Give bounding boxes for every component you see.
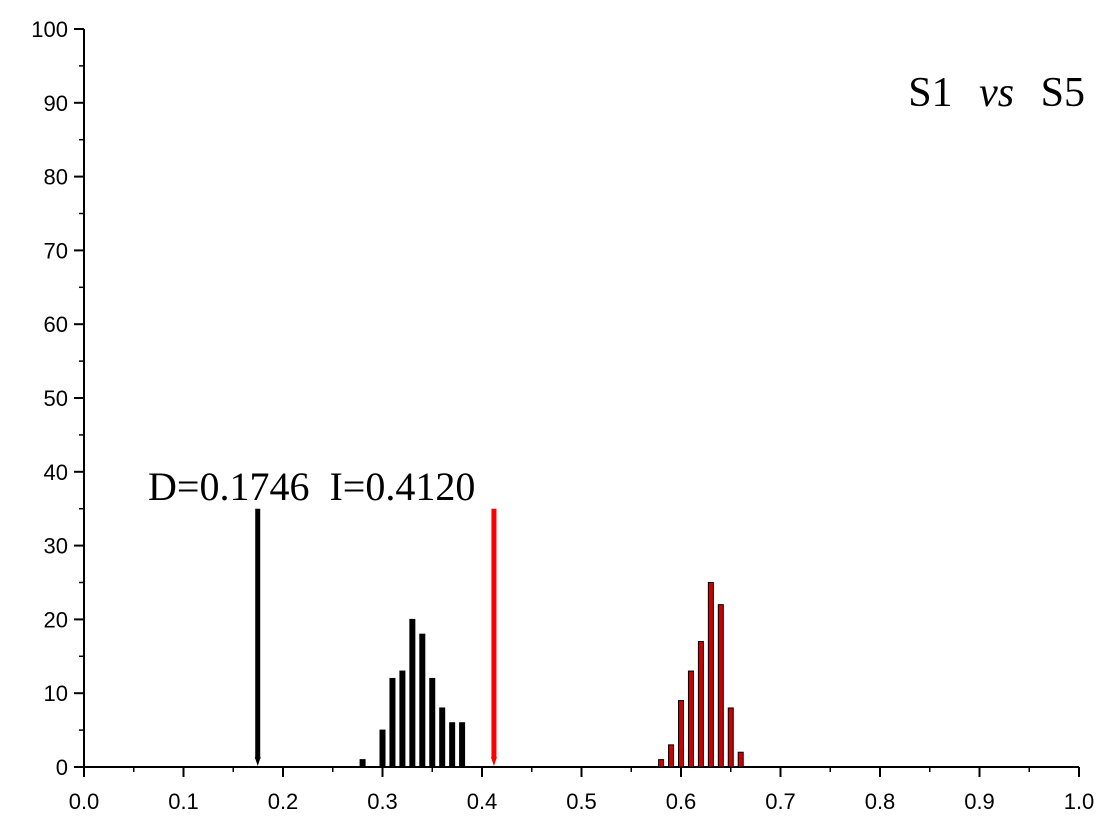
y-tick-label: 30 (44, 534, 68, 559)
x-tick-label: 0.4 (467, 789, 498, 814)
histogram-bar (399, 670, 406, 768)
x-tick-label: 0.8 (865, 789, 896, 814)
annotation-text: D=0.1746 I=0.4120 (148, 464, 475, 509)
x-tick-label: 0.6 (666, 789, 697, 814)
title-part-2: vs (979, 70, 1014, 116)
histogram-bar (449, 722, 456, 768)
histogram-bar (379, 729, 386, 768)
histogram-bar (389, 677, 396, 768)
title-part-3: S5 (1041, 70, 1085, 116)
histogram-bar (668, 744, 675, 768)
y-axis-ticks: 0 10 20 30 40 50 60 70 80 90 100 (31, 17, 84, 780)
x-tick-label: 0.2 (268, 789, 299, 814)
x-tick-label: 0.3 (367, 789, 398, 814)
reference-line-tip (490, 757, 497, 766)
x-tick-label: 0.1 (168, 789, 199, 814)
histogram-bar (459, 722, 466, 768)
x-tick-label: 1.0 (1064, 789, 1095, 814)
y-tick-label: 60 (44, 312, 68, 337)
histogram-bar (687, 670, 694, 768)
y-tick-label: 40 (44, 460, 68, 485)
y-tick-label: 70 (44, 238, 68, 263)
y-tick-label: 20 (44, 607, 68, 632)
title-part-1: S1 (908, 70, 952, 116)
histogram-bar (737, 751, 744, 768)
y-tick-label: 80 (44, 165, 68, 190)
y-tick-label: 100 (31, 17, 68, 42)
y-tick-label: 0 (56, 755, 68, 780)
histogram-bar (409, 618, 416, 768)
x-tick-label: 0.5 (566, 789, 597, 814)
histogram-bar (429, 677, 436, 768)
reference-line-tip (254, 757, 261, 766)
y-tick-label: 90 (44, 91, 68, 116)
chart-title: S1 vs S5 (908, 70, 1085, 116)
histogram-bar (658, 759, 665, 768)
histogram-bar (717, 604, 724, 768)
bars (359, 582, 744, 768)
y-tick-label: 10 (44, 681, 68, 706)
x-tick-label: 0.0 (69, 789, 100, 814)
histogram-bar (727, 707, 734, 768)
histogram-bar (697, 641, 704, 768)
y-tick-label: 50 (44, 386, 68, 411)
histogram-bar (707, 582, 714, 768)
x-tick-label: 0.7 (765, 789, 796, 814)
histogram-bar (419, 633, 426, 768)
x-axis-ticks: 0.0 0.1 0.2 0.3 0.4 0.5 0.6 0.7 0.8 0.9 1.0 (69, 767, 1095, 814)
histogram-bar (439, 707, 446, 768)
x-tick-label: 0.9 (964, 789, 995, 814)
reference-lines (254, 508, 497, 766)
histogram-bar (678, 700, 684, 768)
histogram-bar (359, 759, 366, 768)
axes (83, 29, 1079, 768)
